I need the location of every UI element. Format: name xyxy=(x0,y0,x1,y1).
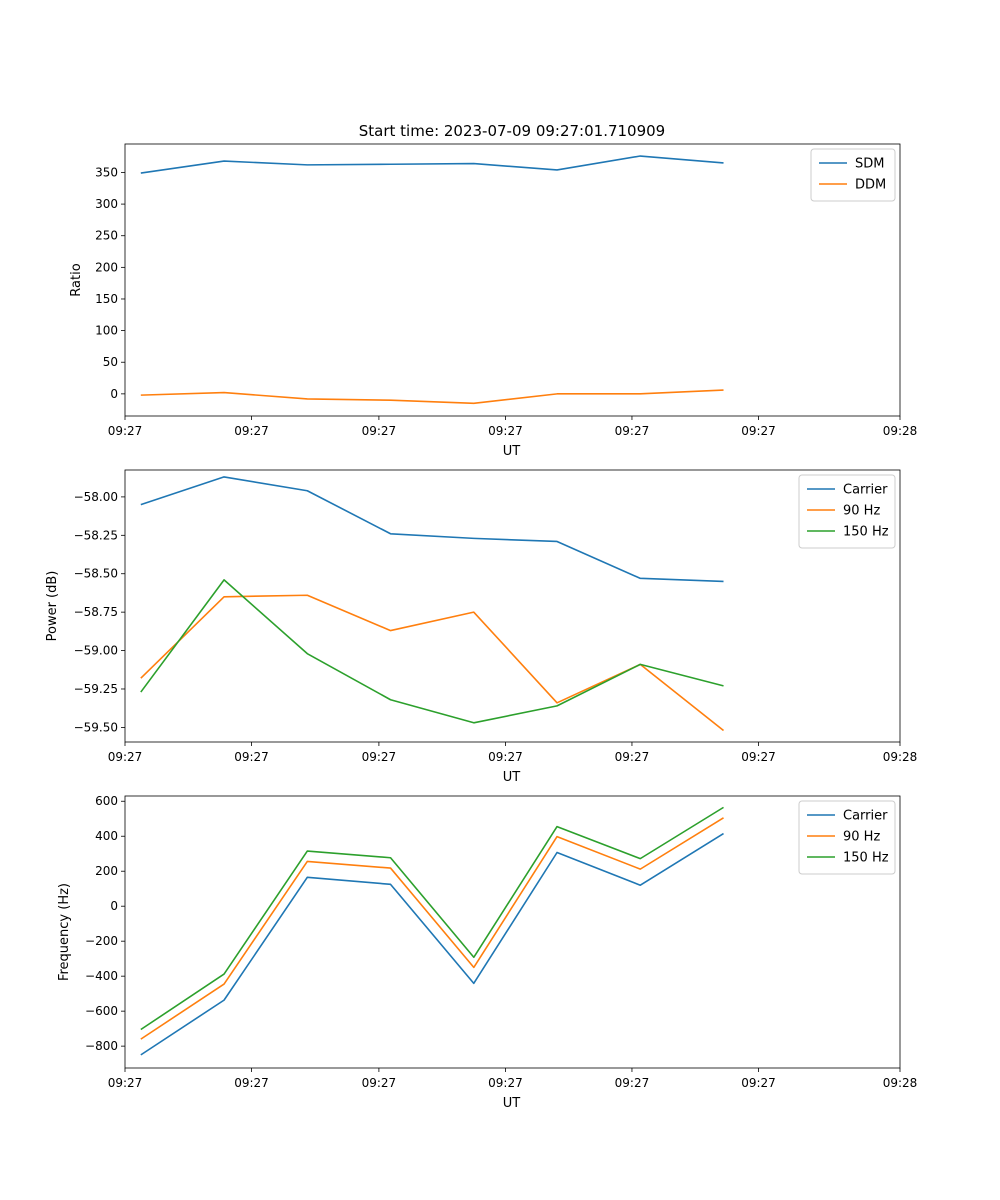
ratio-y-tick-label: 0 xyxy=(110,387,118,401)
frequency-axes-frame xyxy=(124,795,901,1069)
power-x-tick-label: 09:27 xyxy=(615,750,650,764)
power-x-axis-label: UT xyxy=(503,770,521,785)
frequency-x-tick-label: 09:27 xyxy=(741,1076,776,1090)
frequency-x-axis-label: UT xyxy=(503,1096,521,1111)
frequency-x-tick-label: 09:27 xyxy=(362,1076,397,1090)
power-legend-carrier-label: Carrier xyxy=(843,483,888,498)
ratio-y-tick-label: 350 xyxy=(95,165,118,179)
power-series-150-hz-line xyxy=(140,579,724,724)
power-plot-area xyxy=(125,470,900,742)
frequency-series-carrier-line xyxy=(140,832,724,1056)
frequency-y-tick-label: 0 xyxy=(110,899,118,913)
ratio-y-axis-label: Ratio xyxy=(69,263,84,296)
frequency-x-tick-label: 09:27 xyxy=(234,1076,269,1090)
frequency-legend-150-hz-label: 150 Hz xyxy=(843,851,889,866)
ratio-y-tick-label: 100 xyxy=(95,324,118,338)
ratio-x-tick-label: 09:27 xyxy=(741,424,776,438)
ratio-legend: SDM DDM xyxy=(810,148,896,202)
frequency-series-150-hz-line xyxy=(140,806,724,1031)
power-x-tick-label: 09:27 xyxy=(488,750,523,764)
power-legend-box xyxy=(798,474,896,549)
power-series-carrier-line xyxy=(140,476,724,583)
ratio-x-tick-label: 09:27 xyxy=(615,424,650,438)
frequency-y-tick-label: 400 xyxy=(95,829,118,843)
frequency-y-axis-label: Frequency (Hz) xyxy=(57,883,72,981)
ratio-x-tick-label: 09:27 xyxy=(362,424,397,438)
ratio-x-tick-label: 09:27 xyxy=(488,424,523,438)
power-chart: 09:27 09:27 09:27 09:27 09:27 09:27 09:28 −58.0… xyxy=(45,469,918,785)
ratio-x-tick-label: 09:28 xyxy=(883,424,918,438)
frequency-y-tick-label: −200 xyxy=(85,934,118,948)
power-x-tick-label: 09:27 xyxy=(234,750,269,764)
ratio-y-tick-label: 250 xyxy=(95,229,118,243)
power-y-tick-label: −58.75 xyxy=(74,605,118,619)
power-x-tick-label: 09:28 xyxy=(883,750,918,764)
power-x-tick-label: 09:27 xyxy=(108,750,143,764)
power-y-tick-label: −58.25 xyxy=(74,528,118,542)
frequency-y-tick-label: −600 xyxy=(85,1004,118,1018)
frequency-series-90-hz-line xyxy=(140,817,724,1040)
ratio-y-tick-label: 50 xyxy=(103,355,118,369)
ratio-x-axis-label: UT xyxy=(503,444,521,459)
power-axes-frame xyxy=(124,469,901,743)
frequency-x-tick-label: 09:27 xyxy=(108,1076,143,1090)
power-x-tick-label: 09:27 xyxy=(741,750,776,764)
ratio-legend-ddm-label: DDM xyxy=(855,178,886,193)
ratio-legend-sdm-label: SDM xyxy=(855,157,884,172)
power-y-tick-label: −59.00 xyxy=(74,644,118,658)
ratio-chart: 09:27 09:27 09:27 09:27 09:27 09:27 09:28 0 50 10… xyxy=(69,143,918,459)
power-legend-90-hz-label: 90 Hz xyxy=(843,504,880,519)
frequency-legend-90-hz-label: 90 Hz xyxy=(843,830,880,845)
frequency-x-tick-label: 09:28 xyxy=(883,1076,918,1090)
frequency-x-tick-label: 09:27 xyxy=(615,1076,650,1090)
frequency-chart: 09:27 09:27 09:27 09:27 09:27 09:27 09:28 600 40… xyxy=(57,794,917,1111)
ratio-y-tick-label: 300 xyxy=(95,197,118,211)
ratio-series-ddm-line xyxy=(140,389,724,405)
ratio-x-tick-label: 09:27 xyxy=(108,424,143,438)
frequency-legend-box xyxy=(798,800,896,875)
ratio-legend-box xyxy=(810,148,896,202)
charts-container: 09:27 09:27 09:27 09:27 09:27 09:27 09:28 0 50 10… xyxy=(45,143,918,1111)
ratio-x-tick-label: 09:27 xyxy=(234,424,269,438)
frequency-y-tick-label: 600 xyxy=(95,794,118,808)
ratio-axes-frame xyxy=(124,143,901,417)
ratio-y-tick-label: 200 xyxy=(95,260,118,274)
power-legend-150-hz-label: 150 Hz xyxy=(843,525,889,540)
power-y-tick-label: −58.00 xyxy=(74,490,118,504)
power-legend: Carrier 90 Hz 150 Hz xyxy=(798,474,896,549)
ratio-y-tick-label: 150 xyxy=(95,292,118,306)
frequency-x-tick-label: 09:27 xyxy=(488,1076,523,1090)
figure-title: Start time: 2023-07-09 09:27:01.710909 xyxy=(359,122,665,140)
frequency-plot-area xyxy=(125,796,900,1068)
frequency-y-tick-label: −800 xyxy=(85,1039,118,1053)
power-y-tick-label: −59.50 xyxy=(74,720,118,734)
frequency-legend-carrier-label: Carrier xyxy=(843,809,888,824)
ratio-plot-area xyxy=(125,144,900,416)
frequency-legend: Carrier 90 Hz 150 Hz xyxy=(798,800,896,875)
power-x-tick-label: 09:27 xyxy=(362,750,397,764)
power-y-tick-label: −59.25 xyxy=(74,682,118,696)
frequency-y-tick-label: −400 xyxy=(85,969,118,983)
ratio-series-sdm-line xyxy=(140,155,724,174)
power-y-tick-label: −58.50 xyxy=(74,567,118,581)
frequency-y-tick-label: 200 xyxy=(95,864,118,878)
power-y-axis-label: Power (dB) xyxy=(45,571,60,642)
